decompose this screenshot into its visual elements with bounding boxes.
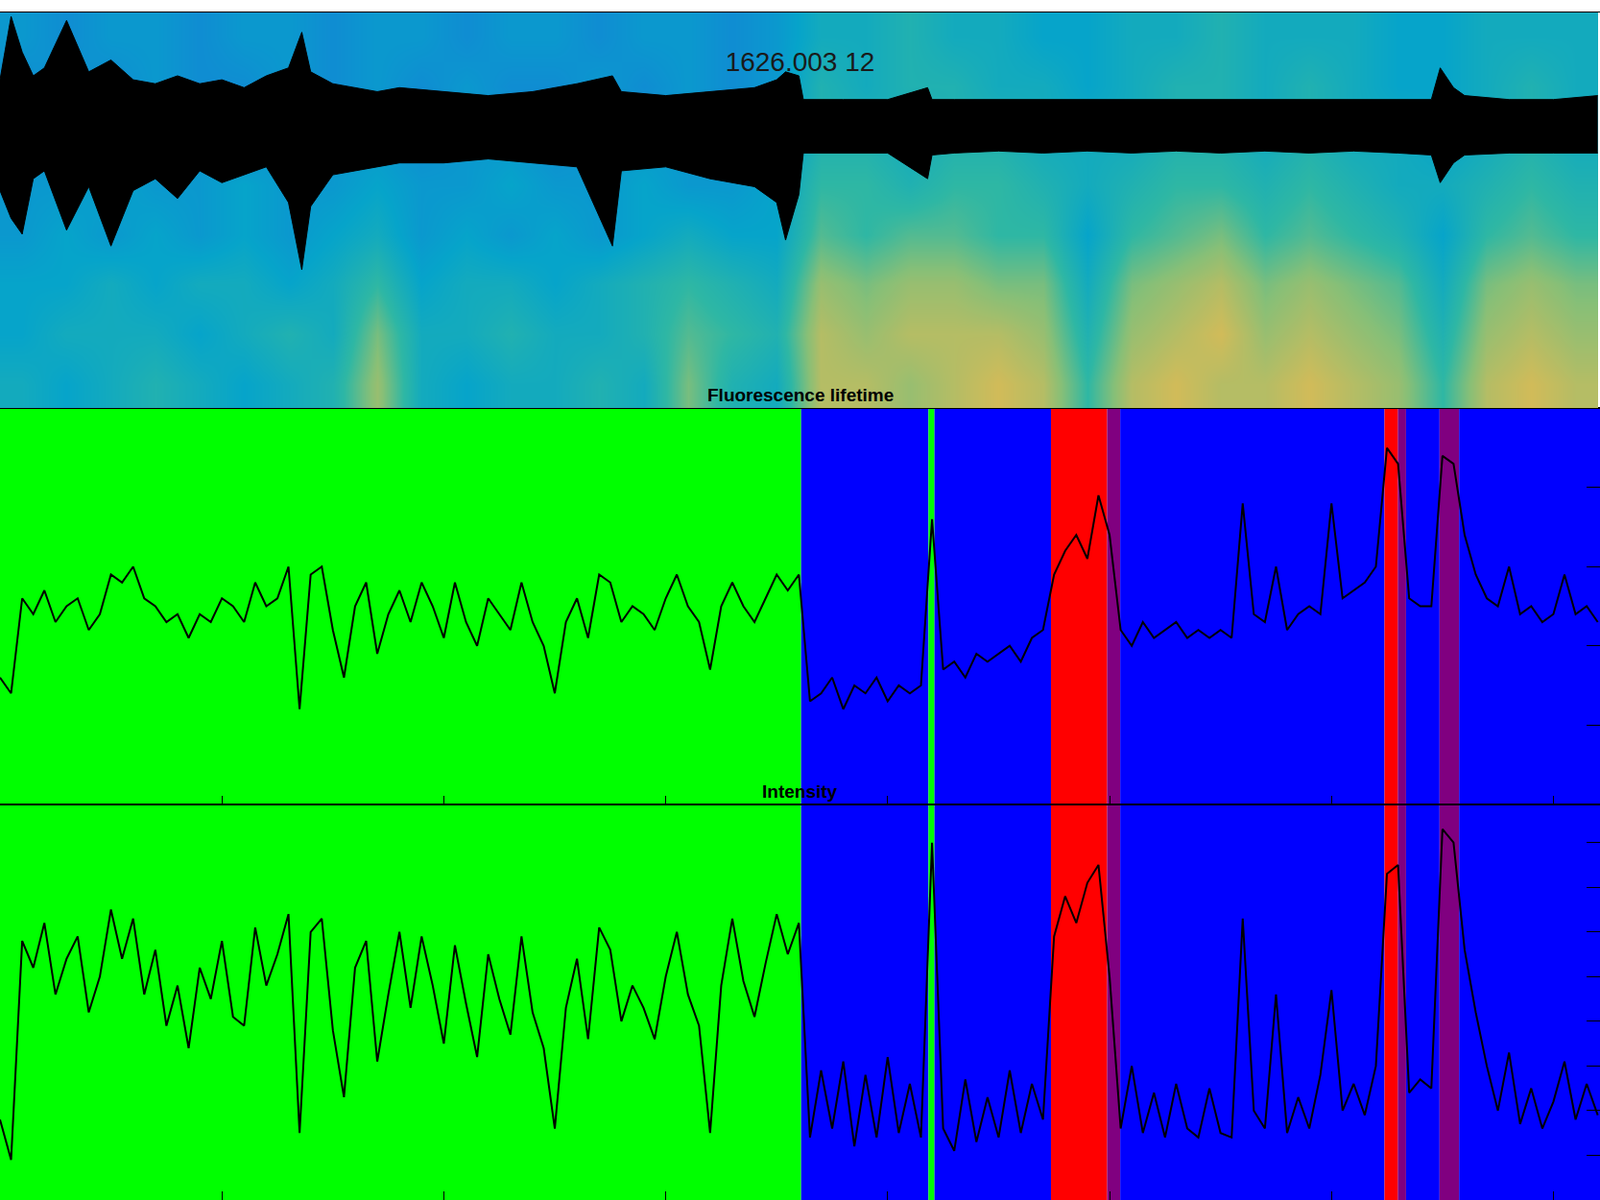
svg-text:Fluorescence lifetime: Fluorescence lifetime [707,384,894,406]
svg-text:Intensity: Intensity [762,781,838,802]
svg-text:1626.003 12: 1626.003 12 [725,47,876,77]
